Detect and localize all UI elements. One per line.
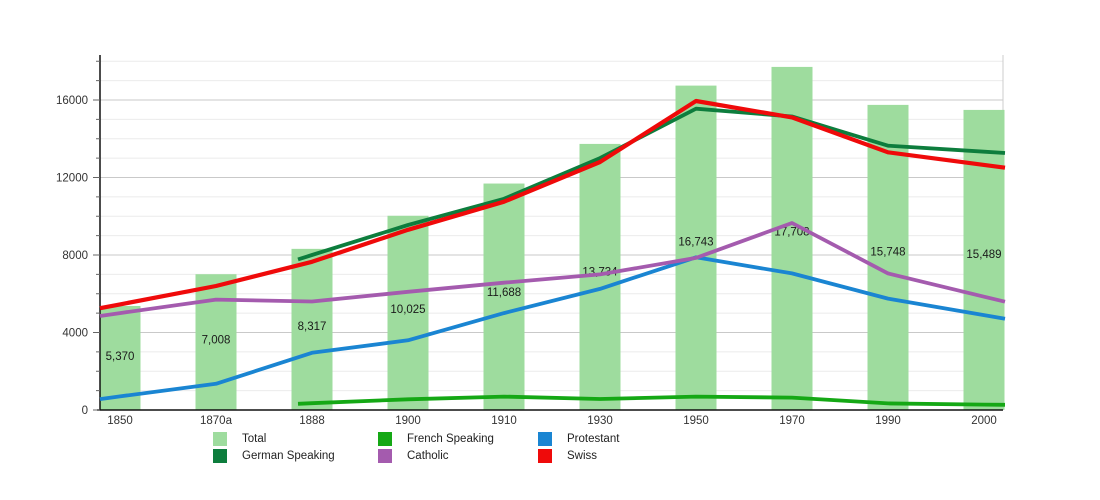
bar-value-labels: 5,3707,0088,31710,02511,68813,73416,7431… xyxy=(106,227,1002,363)
legend-label: Catholic xyxy=(407,450,449,462)
line-swiss xyxy=(99,98,1006,311)
line-french-speaking xyxy=(297,394,1006,407)
legend-item-german-speaking: German Speaking xyxy=(213,449,335,463)
legend-label: Swiss xyxy=(567,450,598,462)
bar xyxy=(387,215,429,410)
bar xyxy=(99,305,141,410)
total-swatch-icon xyxy=(213,432,227,446)
legend-item-protestant: Protestant xyxy=(538,432,619,446)
x-tick-label: 1870a xyxy=(200,415,233,427)
x-tick-label: 1970 xyxy=(779,415,805,427)
catholic-swatch-icon xyxy=(378,449,392,463)
total-bars xyxy=(99,66,1005,411)
y-tick-label: 16000 xyxy=(56,95,88,107)
legend-item-catholic: Catholic xyxy=(378,449,449,463)
chart-legend: Total German Speaking French Speaking Ca… xyxy=(0,432,1100,482)
x-tick-label: 1990 xyxy=(875,415,901,427)
y-tick-label: 12000 xyxy=(56,173,88,185)
legend-item-french-speaking: French Speaking xyxy=(378,432,494,446)
x-axis-labels: 1850 1870a 1888 1900 1910 1930 1950 1970 1990 200… xyxy=(107,415,997,427)
legend-label: French Speaking xyxy=(407,433,494,445)
bar xyxy=(483,183,525,410)
legend-item-swiss: Swiss xyxy=(538,449,597,463)
x-tick-label: 1900 xyxy=(395,415,421,427)
x-tick-label: 1888 xyxy=(299,415,325,427)
line-protestant xyxy=(99,255,1006,401)
bar-value-label: 15,748 xyxy=(870,246,905,258)
bar-value-label: 5,370 xyxy=(106,351,135,363)
bar xyxy=(291,248,333,410)
x-tick-label: 1910 xyxy=(491,415,517,427)
x-tick-label: 2000 xyxy=(971,415,997,427)
protestant-swatch-icon xyxy=(538,432,552,446)
bar-value-label: 10,025 xyxy=(390,304,425,316)
legend-item-total: Total xyxy=(213,432,266,446)
swiss-swatch-icon xyxy=(538,449,552,463)
bar xyxy=(675,85,717,411)
y-axis-labels: 0 4000 8000 12000 16000 xyxy=(56,95,88,417)
population-chart: 5,3707,0088,31710,02511,68813,73416,7431… xyxy=(56,55,1006,427)
bar-value-label: 15,489 xyxy=(966,249,1001,261)
bar-value-label: 16,743 xyxy=(678,236,713,248)
y-axis-ticks xyxy=(93,60,100,411)
legend-label: Protestant xyxy=(567,433,620,445)
y-tick-label: 0 xyxy=(82,405,88,417)
y-tick-label: 8000 xyxy=(62,250,88,262)
line-catholic xyxy=(99,221,1006,318)
y-tick-label: 4000 xyxy=(62,328,88,340)
bar-value-label: 7,008 xyxy=(202,334,231,346)
x-tick-label: 1950 xyxy=(683,415,709,427)
bar-value-label: 8,317 xyxy=(298,321,327,333)
x-tick-label: 1930 xyxy=(587,415,613,427)
x-tick-label: 1850 xyxy=(107,415,133,427)
bar xyxy=(963,109,1005,410)
data-lines xyxy=(99,98,1006,407)
legend-label: Total xyxy=(242,433,267,445)
french-speaking-swatch-icon xyxy=(378,432,392,446)
german-speaking-swatch-icon xyxy=(213,449,227,463)
legend-label: German Speaking xyxy=(242,450,335,462)
bar-value-label: 11,688 xyxy=(487,287,521,299)
